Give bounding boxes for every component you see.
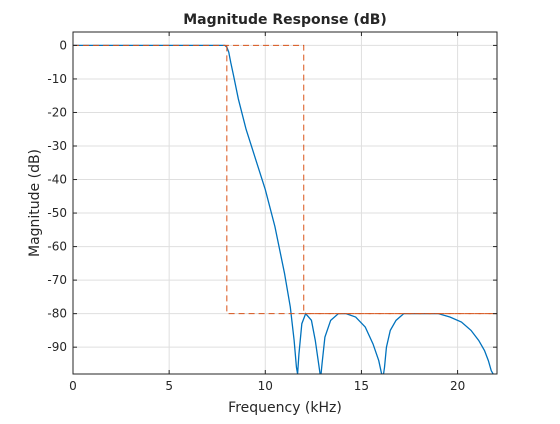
- y-tick-label: -80: [47, 307, 67, 321]
- plot-area: [73, 44, 497, 374]
- axes-ticks: 0 5 10 15 20 0 -10 -20 -30 -40 -50 -60 -70 -80 -90: [47, 32, 497, 393]
- y-tick-label: -10: [47, 72, 67, 86]
- y-tick-label: 0: [59, 38, 67, 52]
- x-tick-label: 20: [450, 379, 465, 393]
- y-tick-label: -50: [47, 206, 67, 220]
- plot-background: [73, 32, 497, 374]
- y-tick-label: -70: [47, 273, 67, 287]
- y-tick-label: -20: [47, 105, 67, 119]
- chart-title: Magnitude Response (dB): [183, 12, 387, 28]
- y-tick-label: -40: [47, 173, 67, 187]
- y-axis-label: Magnitude (dB): [27, 149, 43, 257]
- x-tick-label: 5: [165, 379, 173, 393]
- plot-frame: [72, 31, 498, 375]
- y-tick-label: -60: [47, 240, 67, 254]
- x-tick-label: 10: [258, 379, 273, 393]
- x-tick-label: 0: [69, 379, 77, 393]
- x-tick-label: 15: [354, 379, 369, 393]
- x-axis-label: Frequency (kHz): [228, 400, 342, 416]
- y-tick-label: -30: [47, 139, 67, 153]
- y-tick-label: -90: [47, 340, 67, 354]
